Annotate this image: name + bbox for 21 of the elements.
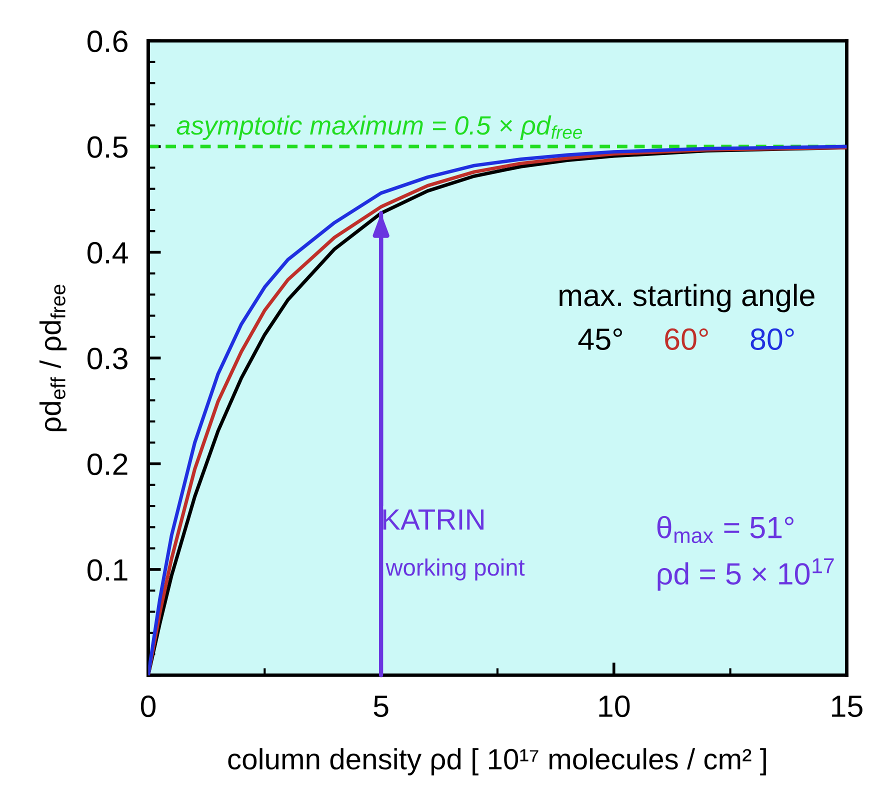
x-tick-label: 10 <box>599 695 630 718</box>
x-axis-title: column density ρd [ 10¹⁷ molecules / cm² ] <box>228 748 766 776</box>
y-axis-title: ρd$_{eff}$ / ρd$_{free}$ <box>39 284 67 432</box>
annotation: working point <box>386 558 525 580</box>
y-tick-label: 0.5 <box>88 136 128 158</box>
y-tick-label: 0.4 <box>88 242 128 264</box>
text: 45° <box>578 328 622 350</box>
annotation: KATRIN <box>383 510 484 530</box>
text: 60° <box>665 328 708 350</box>
y-tick-label: 0.1 <box>88 559 128 581</box>
legend-title: max. starting angle <box>560 284 814 312</box>
y-tick-label: 0.3 <box>88 348 128 370</box>
annotation: θ$_{max}$ = 51° <box>657 516 794 544</box>
x-tick-label: 5 <box>374 696 388 718</box>
ref-line-label: asymptotic maximum = 0.5 × ρd$_{free}$ <box>176 115 582 140</box>
x-tick-label: 0 <box>140 695 156 718</box>
x-tick-label: 15 <box>832 696 862 718</box>
y-tick-label: 0.6 <box>88 30 128 52</box>
y-tick-label: 0.2 <box>88 453 128 476</box>
annotation: ρd = 5 × 10$^{17}$ <box>658 558 834 591</box>
text: 80° <box>750 328 794 350</box>
